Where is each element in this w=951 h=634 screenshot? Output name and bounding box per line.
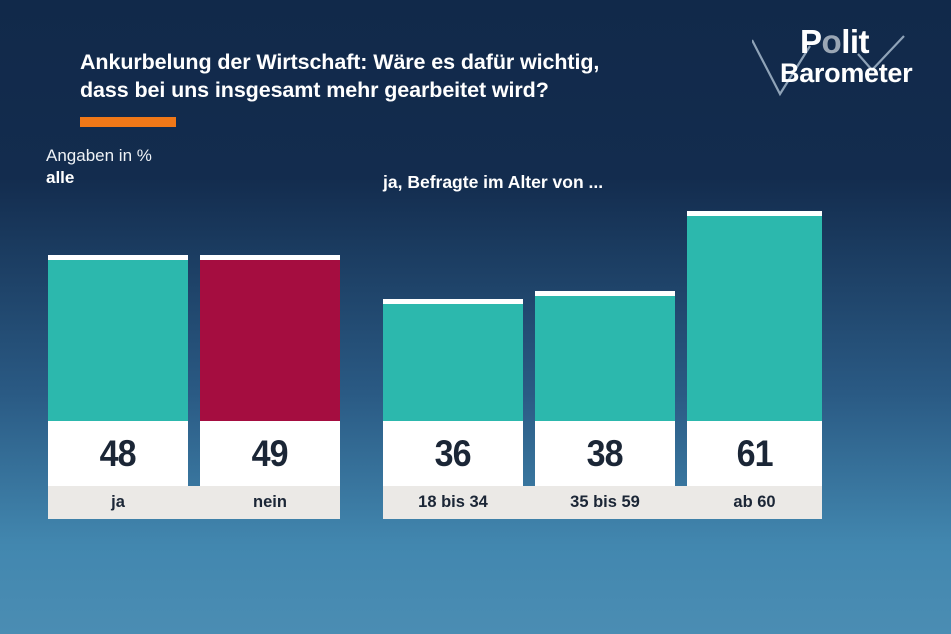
bar-column-ab-60[interactable]: 61 ab 60: [687, 205, 822, 519]
category-label-18-34: 18 bis 34: [418, 493, 488, 511]
bar-column-18-34[interactable]: 36 18 bis 34: [383, 205, 523, 519]
value-18-34: 36: [434, 433, 472, 474]
value-box-18-34: 36: [383, 421, 523, 486]
label-strip-35-59: 35 bis 59: [535, 486, 675, 519]
logo-letter-o: o: [821, 23, 842, 60]
bar-fill-ab-60: [687, 211, 822, 421]
header: Ankurbelung der Wirtschaft: Wäre es dafü…: [0, 0, 951, 140]
group-left-caption: alle: [46, 168, 75, 187]
value-box-35-59: 38: [535, 421, 675, 486]
bar-cap-35-59: [535, 291, 675, 296]
label-strip-ab-60: ab 60: [687, 486, 822, 519]
label-strip-ja: ja: [48, 486, 188, 519]
bar-fill-nein: [200, 255, 340, 421]
bar-fill-35-59: [535, 291, 675, 421]
page-title-line-1: Ankurbelung der Wirtschaft: Wäre es dafü…: [80, 50, 600, 74]
logo-word-barometer: Barometer: [780, 58, 913, 88]
bar-cap-ab-60: [687, 211, 822, 216]
bar-fill-ja: [48, 255, 188, 421]
page-title-line-2: dass bei uns insgesamt mehr gearbeitet w…: [80, 78, 549, 102]
value-ab-60: 61: [736, 433, 773, 474]
group-right-caption: ja, Befragte im Alter von ...: [383, 172, 604, 192]
category-label-35-59: 35 bis 59: [570, 493, 640, 511]
bar-cap-18-34: [383, 299, 523, 304]
polit-barometer-logo: Polit Barometer: [752, 22, 937, 104]
chart-panel-alle: 48 ja 49 nein: [48, 205, 340, 519]
label-strip-18-34: 18 bis 34: [383, 486, 523, 519]
category-label-ja: ja: [111, 493, 125, 511]
logo-zigzag-icon: [752, 35, 905, 97]
value-nein: 49: [251, 433, 289, 474]
logo-letter-p: P: [800, 23, 822, 60]
value-box-ja: 48: [48, 421, 188, 486]
logo-letters-lit: lit: [841, 23, 870, 60]
unit-note: Angaben in %: [46, 146, 152, 165]
value-ja: 48: [99, 433, 137, 474]
category-label-nein: nein: [253, 493, 287, 511]
category-label-ab-60: ab 60: [733, 493, 776, 511]
bar-fill-18-34: [383, 299, 523, 421]
accent-bar: [80, 117, 176, 127]
chart-panel-alter: 36 18 bis 34 38 35 bis 59 61 ab 60: [383, 205, 822, 519]
bar-cap-ja: [48, 255, 188, 260]
bar-cap-nein: [200, 255, 340, 260]
value-35-59: 38: [586, 433, 624, 474]
bar-column-nein[interactable]: 49 nein: [200, 205, 340, 519]
value-box-ab-60: 61: [687, 421, 822, 486]
label-strip-nein: nein: [200, 486, 340, 519]
logo-word-polit: Polit: [800, 23, 870, 60]
value-box-nein: 49: [200, 421, 340, 486]
bar-column-35-59[interactable]: 38 35 bis 59: [535, 205, 675, 519]
page-title: Ankurbelung der Wirtschaft: Wäre es dafü…: [80, 48, 740, 104]
bar-column-ja[interactable]: 48 ja: [48, 205, 188, 519]
